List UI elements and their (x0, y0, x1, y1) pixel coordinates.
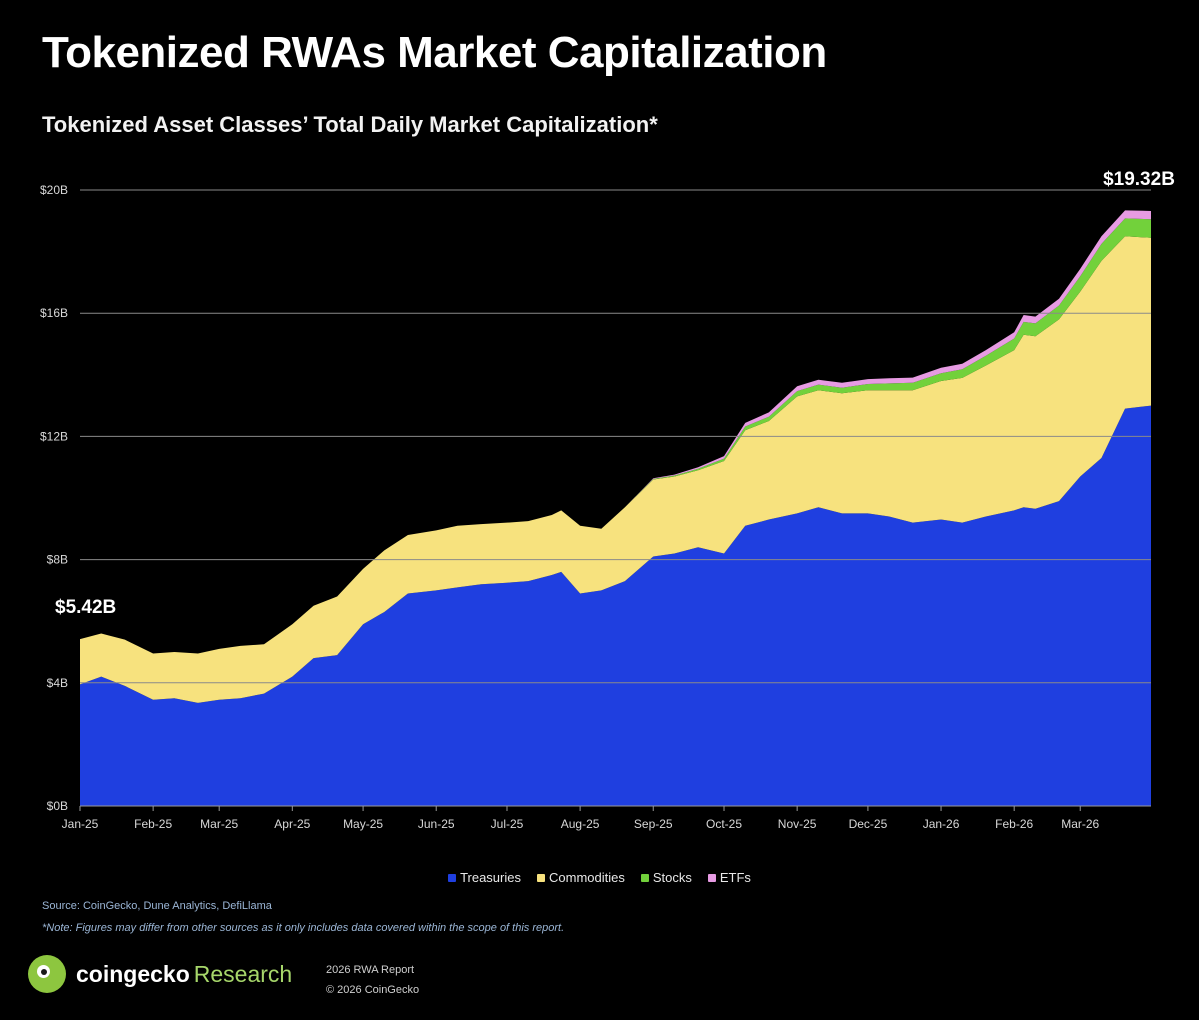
annotations: $5.42B $19.32B (55, 169, 1175, 618)
area-layer (80, 210, 1151, 806)
y-tick-label: $20B (40, 183, 68, 197)
legend: Treasuries Commodities Stocks ETFs (0, 870, 1199, 885)
chart-title: Tokenized RWAs Market Capitalization (42, 28, 827, 77)
y-tick-label: $12B (40, 429, 68, 443)
x-tick-label: May-25 (343, 817, 383, 831)
source-text: Source: CoinGecko, Dune Analytics, DefiL… (42, 900, 272, 912)
copyright: © 2026 CoinGecko (326, 984, 420, 996)
x-axis: Jan-25 Feb-25 Mar-25 Apr-25 May-25 Jun-25 Jul-… (62, 805, 1151, 831)
legend-swatch (707, 873, 716, 882)
end-value-label: $19.32B (1103, 169, 1175, 190)
brand-sub: Research (193, 960, 293, 987)
x-tick-label: Apr-25 (274, 817, 310, 831)
x-tick-label: Nov-25 (778, 817, 817, 831)
area-treasuries (80, 405, 1151, 806)
x-tick-label: Mar-25 (200, 817, 238, 831)
start-value-label: $5.42B (55, 597, 116, 618)
brand-name: coingecko (76, 960, 190, 987)
gecko-logo-icon (28, 955, 66, 993)
legend-label: ETFs (719, 870, 751, 885)
legend-swatch (640, 873, 649, 882)
x-tick-label: Oct-25 (706, 817, 742, 831)
gridlines (80, 189, 1151, 684)
legend-item-treasuries: Treasuries (448, 870, 521, 885)
legend-label: Treasuries (460, 870, 521, 885)
y-tick-label: $0B (47, 799, 68, 813)
brand: coingecko Research (28, 955, 292, 993)
y-tick-label: $4B (47, 676, 68, 690)
y-tick-label: $16B (40, 306, 68, 320)
note-text: *Note: Figures may differ from other sou… (42, 922, 565, 934)
legend-swatch (448, 873, 457, 882)
x-tick-label: Aug-25 (561, 817, 600, 831)
area-commodities (80, 236, 1151, 703)
chart-subtitle: Tokenized Asset Classes’ Total Daily Mar… (42, 112, 658, 137)
x-tick-label: Feb-26 (995, 817, 1033, 831)
x-tick-label: Sep-25 (634, 817, 673, 831)
legend-label: Stocks (652, 870, 692, 885)
report-name: 2026 RWA Report (326, 964, 415, 976)
legend-item-etfs: ETFs (707, 870, 751, 885)
x-tick-label: Jan-26 (923, 817, 960, 831)
x-tick-label: Jan-25 (62, 817, 99, 831)
x-tick-label: Jun-25 (418, 817, 455, 831)
y-axis: $0B $4B $8B $12B $16B $20B (40, 183, 68, 813)
legend-item-commodities: Commodities (537, 870, 625, 885)
legend-item-stocks: Stocks (640, 870, 692, 885)
legend-swatch (537, 873, 545, 882)
x-tick-label: Dec-25 (849, 817, 888, 831)
report-info: 2026 RWA Report © 2026 CoinGecko (326, 960, 419, 1000)
legend-label: Commodities (549, 870, 625, 885)
x-tick-label: Mar-26 (1061, 817, 1099, 831)
y-tick-label: $8B (47, 553, 68, 567)
stacked-area-chart: $0B $4B $8B $12B $16B $20B Jan-25 Feb-25 Mar-25… (40, 169, 1175, 831)
x-tick-label: Feb-25 (134, 817, 172, 831)
x-tick-label: Jul-25 (491, 817, 524, 831)
